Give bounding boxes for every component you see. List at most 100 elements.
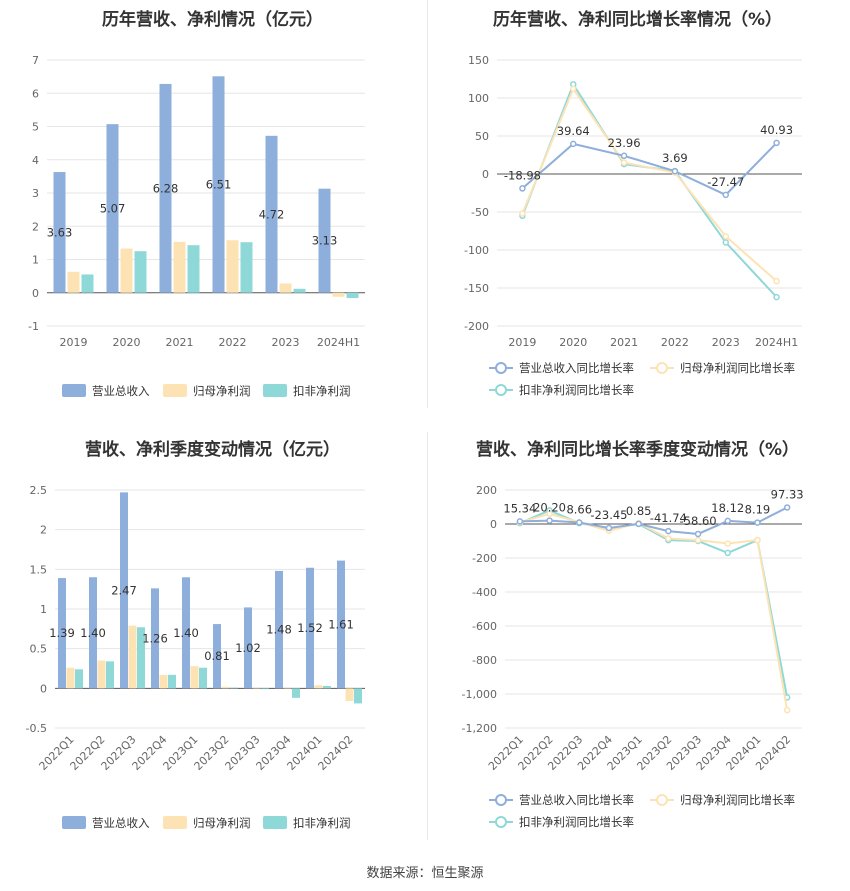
legend-swatch (62, 384, 86, 397)
y-tick-label: -200 (472, 552, 497, 565)
series-point-1 (694, 536, 702, 544)
series-point-1 (773, 277, 780, 285)
bar-0 (89, 577, 97, 689)
series-line-1 (521, 86, 778, 282)
legend-label: 扣非净利润 (293, 816, 351, 830)
x-tick-label: 2023 (272, 336, 300, 349)
legend-label: 扣非净利润同比增长率 (519, 815, 634, 829)
bar-value-label: 5.07 (100, 201, 126, 215)
x-tick-label: 2024H1 (317, 336, 360, 349)
bar-0 (120, 492, 128, 689)
bar-0 (244, 607, 252, 689)
data-label: 40.93 (760, 123, 793, 137)
bar-2 (240, 242, 253, 293)
bar-2 (199, 667, 207, 689)
data-label: 8.66 (566, 503, 592, 517)
bar-2 (137, 627, 145, 689)
series-point-0 (724, 517, 731, 525)
y-tick-label: 50 (475, 130, 489, 143)
x-tick-label: 2020 (113, 336, 141, 349)
chart-annual-revenue-profit: -1 0 1 2 3 4 5 6 7 3.63 2019 5.07 2020 6.28 2021 6.51 20… (28, 54, 365, 398)
series-point-1 (570, 85, 577, 93)
y-tick-label: 5 (32, 121, 39, 134)
y-tick-label: -50 (471, 206, 489, 219)
bar-value-label: 6.28 (153, 181, 179, 195)
y-tick-label: -800 (472, 654, 497, 667)
x-tick-label: 2023 (712, 336, 740, 349)
y-tick-label: -400 (472, 586, 497, 599)
bar-1 (345, 688, 354, 702)
bar-1 (97, 660, 106, 689)
bar-0 (159, 83, 172, 293)
bar-1 (314, 685, 323, 689)
legend-swatch-marker (495, 816, 507, 828)
series-point-0 (576, 519, 583, 526)
legend-label: 营业总收入同比增长率 (519, 361, 634, 375)
bar-1 (190, 666, 199, 689)
bar-1 (128, 625, 137, 689)
series-point-0 (783, 504, 791, 511)
bar-1 (226, 240, 239, 293)
bar-1 (279, 283, 292, 293)
x-tick-label: 2024H1 (755, 336, 798, 349)
data-label: 0.85 (626, 504, 652, 518)
y-tick-label: 2 (32, 220, 39, 233)
bar-value-label: 1.26 (142, 631, 168, 645)
series-point-0 (665, 527, 672, 535)
legend-label: 营业总收入同比增长率 (519, 793, 634, 807)
y-tick-label: 6 (32, 87, 39, 100)
legend-swatch-marker (495, 362, 507, 374)
series-point-1 (546, 510, 553, 518)
series-point-0 (694, 530, 702, 538)
data-label: 3.69 (662, 151, 688, 165)
y-tick-label: 0 (40, 682, 47, 695)
bar-0 (265, 135, 278, 293)
bar-2 (187, 245, 200, 293)
series-point-0 (754, 519, 761, 526)
series-point-0 (570, 140, 577, 148)
bar-value-label: 1.40 (173, 626, 199, 640)
data-label: -27.47 (707, 175, 744, 189)
legend-swatch (163, 384, 187, 397)
bar-0 (212, 76, 225, 293)
series-point-0 (635, 520, 642, 528)
series-point-1 (754, 536, 761, 544)
bar-2 (168, 674, 176, 689)
chart-4-title: 营收、净利同比增长率季度变动情况（%） (475, 440, 800, 460)
bar-value-label: 6.51 (206, 178, 232, 192)
y-tick-label: -1,000 (462, 688, 497, 701)
series-point-1 (665, 535, 672, 542)
bar-2 (293, 288, 306, 293)
legend-swatch (263, 384, 287, 397)
bar-2 (354, 688, 362, 704)
series-point-2 (773, 293, 780, 301)
bar-0 (151, 588, 159, 689)
legend-swatch (62, 816, 86, 829)
bar-value-label: 4.72 (259, 207, 285, 221)
bar-2 (75, 669, 83, 689)
x-tick-label: 2019 (508, 336, 536, 349)
y-tick-label: 1.5 (30, 563, 48, 576)
series-point-0 (620, 152, 628, 160)
legend-label: 归母净利润同比增长率 (680, 361, 795, 375)
y-tick-label: -1 (28, 320, 39, 333)
data-label: 8.19 (745, 503, 771, 517)
bar-1 (332, 292, 345, 297)
bar-value-label: 2.47 (111, 583, 137, 597)
legend-label: 归母净利润同比增长率 (680, 793, 795, 807)
series-point-1 (783, 706, 791, 714)
bar-0 (318, 188, 331, 293)
series-point-0 (605, 524, 613, 532)
x-tick-label: 2021 (166, 336, 194, 349)
series-point-0 (519, 185, 526, 192)
y-tick-label: 0 (482, 168, 489, 181)
bar-2 (323, 685, 331, 689)
series-point-1 (724, 540, 731, 547)
x-tick-label: 2022 (219, 336, 247, 349)
bar-value-label: 1.52 (297, 621, 323, 635)
bar-1 (173, 241, 186, 293)
series-point-0 (773, 139, 780, 147)
series-point-0 (516, 518, 524, 525)
bar-value-label: 1.40 (80, 626, 106, 640)
legend-label: 归母净利润 (193, 384, 251, 398)
